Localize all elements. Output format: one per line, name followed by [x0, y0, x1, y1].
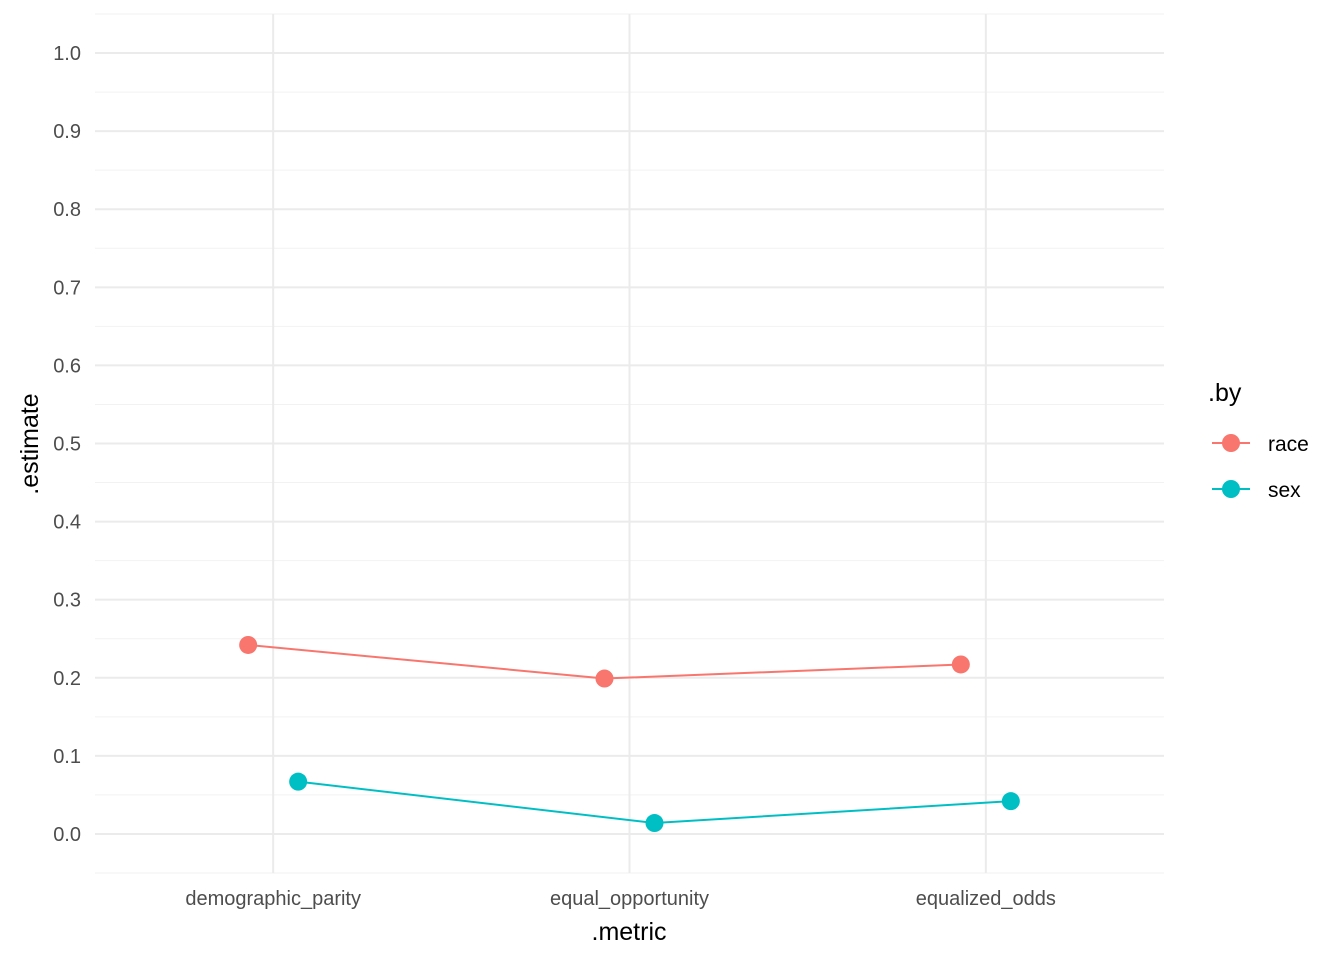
legend-key-point [1222, 480, 1240, 498]
data-point-sex [1001, 792, 1020, 811]
y-tick-label: 0.5 [53, 434, 81, 456]
legend-label: race [1268, 433, 1309, 456]
y-tick-label: 0.6 [53, 355, 81, 377]
y-tick-label: 0.0 [53, 824, 81, 846]
x-tick-label: demographic_parity [185, 888, 361, 910]
data-point-sex [645, 814, 664, 833]
series-layer [239, 635, 1020, 833]
y-axis-ticks: 0.0 0.1 0.2 0.3 0.4 0.5 0.6 0.7 0.8 0.9 1.0 [53, 43, 81, 846]
y-tick-label: 1.0 [53, 43, 81, 65]
x-axis-title: .metric [592, 918, 667, 946]
y-axis-title: .estimate [16, 393, 44, 494]
legend-key-point [1222, 434, 1240, 452]
x-axis-ticks: demographic_parity equal_opportunity equal… [185, 888, 1056, 910]
legend: .by race sex [1208, 379, 1309, 502]
data-point-race [595, 669, 614, 688]
legend-item-sex: sex [1212, 479, 1301, 502]
legend-item-race: race [1212, 433, 1309, 456]
major-gridlines [95, 14, 1164, 873]
y-tick-label: 0.3 [53, 590, 81, 612]
data-point-race [239, 635, 258, 654]
x-tick-label: equalized_odds [916, 888, 1056, 910]
y-tick-label: 0.8 [53, 199, 81, 221]
legend-label: sex [1268, 479, 1301, 502]
data-point-sex [289, 772, 308, 791]
y-tick-label: 0.7 [53, 277, 81, 299]
y-tick-label: 0.9 [53, 121, 81, 143]
y-tick-label: 0.2 [53, 668, 81, 690]
x-tick-label: equal_opportunity [550, 888, 709, 910]
data-point-race [951, 655, 970, 674]
y-tick-label: 0.1 [53, 746, 81, 768]
y-tick-label: 0.4 [53, 512, 81, 534]
legend-title: .by [1208, 379, 1242, 407]
legend-items: race sex [1212, 433, 1309, 502]
